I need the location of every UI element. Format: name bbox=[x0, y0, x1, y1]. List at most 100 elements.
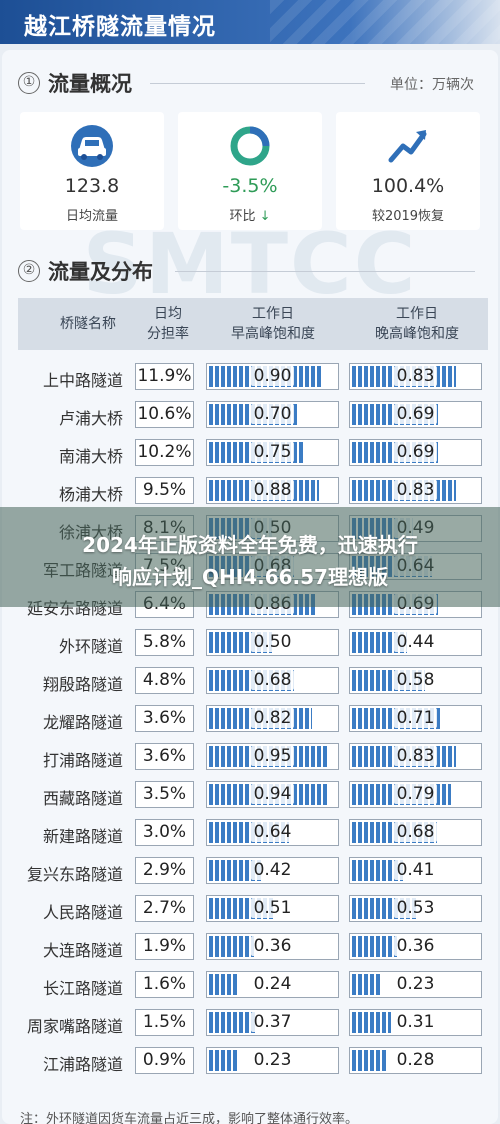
saturation-bar-am: 0.82 bbox=[206, 705, 339, 732]
saturation-value-container: 0.42 bbox=[207, 858, 338, 883]
saturation-bar-pm: 0.83 bbox=[349, 477, 482, 504]
saturation-bar-am: 0.94 bbox=[206, 781, 339, 808]
saturation-bar-fill bbox=[209, 860, 262, 881]
saturation-value: 0.83 bbox=[393, 480, 438, 500]
share-value: 3.6% bbox=[135, 743, 194, 770]
watermark: SMTCC bbox=[82, 215, 418, 313]
header-pm: 工作日 晚高峰饱和度 bbox=[375, 306, 459, 342]
saturation-value: 0.41 bbox=[393, 860, 438, 880]
saturation-bar-fill bbox=[352, 974, 381, 995]
saturation-value-container: 0.37 bbox=[207, 1010, 338, 1035]
saturation-value: 0.68 bbox=[393, 822, 438, 842]
saturation-bar-fill bbox=[209, 1050, 238, 1071]
table-row: 龙耀路隧道 3.6% 0.82 0.71 bbox=[0, 704, 496, 734]
tunnel-name: 打浦路隧道 bbox=[42, 751, 123, 770]
tunnel-name: 南浦大桥 bbox=[58, 447, 123, 466]
saturation-bar-pm: 0.44 bbox=[349, 629, 482, 656]
saturation-bar-pm: 0.31 bbox=[349, 1009, 482, 1036]
stat-value: -3.5% bbox=[222, 175, 278, 197]
saturation-bar-am: 0.24 bbox=[206, 971, 339, 998]
stat-label-text: 环比 bbox=[229, 209, 256, 224]
saturation-bar-am: 0.23 bbox=[206, 1047, 339, 1074]
saturation-value: 0.58 bbox=[393, 670, 438, 690]
saturation-value-container: 0.23 bbox=[207, 1048, 338, 1073]
saturation-bar-pm: 0.71 bbox=[349, 705, 482, 732]
saturation-value-container: 0.94 bbox=[207, 782, 338, 807]
car-icon bbox=[71, 125, 113, 167]
tunnel-name: 人民路隧道 bbox=[42, 903, 123, 922]
saturation-value: 0.36 bbox=[393, 936, 438, 956]
table-row: 外环隧道 5.8% 0.50 0.44 bbox=[0, 628, 496, 658]
page-header: 越江桥隧流量情况 bbox=[0, 0, 500, 44]
saturation-bar-fill bbox=[352, 1012, 391, 1033]
saturation-value-container: 0.68 bbox=[350, 820, 481, 845]
saturation-value: 0.68 bbox=[250, 670, 295, 690]
saturation-value: 0.83 bbox=[393, 746, 438, 766]
stat-card-daily-flow: 123.8 日均流量 bbox=[20, 112, 164, 230]
tunnel-name: 长江路隧道 bbox=[42, 979, 123, 998]
share-value: 2.7% bbox=[135, 895, 194, 922]
share-value: 1.5% bbox=[135, 1009, 194, 1036]
table-row: 西藏路隧道 3.5% 0.94 0.79 bbox=[0, 780, 496, 810]
stat-label: 日均流量 bbox=[65, 209, 118, 224]
saturation-value-container: 0.79 bbox=[350, 782, 481, 807]
saturation-value-container: 0.50 bbox=[207, 630, 338, 655]
saturation-value: 0.31 bbox=[393, 1012, 438, 1032]
saturation-bar-fill bbox=[209, 936, 254, 957]
header-share: 日均 分担率 bbox=[147, 306, 189, 342]
table-row: 周家嘴路隧道 1.5% 0.37 0.31 bbox=[0, 1008, 496, 1038]
saturation-value: 0.36 bbox=[250, 936, 295, 956]
saturation-bar-am: 0.51 bbox=[206, 895, 339, 922]
tunnel-name: 龙耀路隧道 bbox=[42, 713, 123, 732]
saturation-value-container: 0.95 bbox=[207, 744, 338, 769]
saturation-bar-fill bbox=[352, 860, 403, 881]
footnote: 注：外环隧道因货车流量占近三成，影响了整体通行效率。 bbox=[20, 1112, 359, 1124]
saturation-value: 0.37 bbox=[250, 1012, 295, 1032]
saturation-value: 0.50 bbox=[250, 632, 295, 652]
promo-overlay-banner: 2024年正版资料全年免费，迅速执行 响应计划_QHI4.66.57理想版 bbox=[0, 507, 500, 607]
saturation-value-container: 0.83 bbox=[350, 364, 481, 389]
tunnel-name: 大连路隧道 bbox=[42, 941, 123, 960]
saturation-value: 0.70 bbox=[250, 404, 295, 424]
stat-card-recovery: 100.4% 较2019恢复 bbox=[336, 112, 480, 230]
saturation-bar-am: 0.70 bbox=[206, 401, 339, 428]
table-row: 卢浦大桥 10.6% 0.70 0.69 bbox=[0, 400, 496, 430]
saturation-value: 0.75 bbox=[250, 442, 295, 462]
saturation-value: 0.95 bbox=[250, 746, 295, 766]
table-row: 人民路隧道 2.7% 0.51 0.53 bbox=[0, 894, 496, 924]
saturation-value-container: 0.23 bbox=[350, 972, 481, 997]
arrow-down-icon: ↓ bbox=[259, 209, 271, 224]
tunnel-name: 周家嘴路隧道 bbox=[26, 1017, 123, 1036]
section-title-overview: ① 流量概况 bbox=[18, 68, 132, 98]
saturation-bar-pm: 0.83 bbox=[349, 743, 482, 770]
table-row: 翔殷路隧道 4.8% 0.68 0.58 bbox=[0, 666, 496, 696]
share-value: 3.5% bbox=[135, 781, 194, 808]
stat-card-mom: -3.5% 环比 ↓ bbox=[178, 112, 322, 230]
share-value: 1.9% bbox=[135, 933, 194, 960]
saturation-value: 0.83 bbox=[393, 366, 438, 386]
share-value: 3.0% bbox=[135, 819, 194, 846]
saturation-bar-pm: 0.36 bbox=[349, 933, 482, 960]
stat-value: 100.4% bbox=[371, 175, 445, 197]
stat-value: 123.8 bbox=[64, 175, 120, 197]
table-row: 江浦路隧道 0.9% 0.23 0.28 bbox=[0, 1046, 496, 1076]
saturation-bar-pm: 0.69 bbox=[349, 401, 482, 428]
share-value: 10.2% bbox=[135, 439, 194, 466]
saturation-value: 0.94 bbox=[250, 784, 295, 804]
overlay-text: 2024年正版资料全年免费，迅速执行 响应计划_QHI4.66.57理想版 bbox=[0, 529, 500, 593]
section-number: ① bbox=[18, 72, 40, 94]
saturation-value: 0.24 bbox=[250, 974, 295, 994]
table-row: 大连路隧道 1.9% 0.36 0.36 bbox=[0, 932, 496, 962]
saturation-value-container: 0.83 bbox=[350, 744, 481, 769]
share-value: 5.8% bbox=[135, 629, 194, 656]
section-title-text: 流量概况 bbox=[48, 72, 132, 96]
tunnel-name: 外环隧道 bbox=[58, 637, 123, 656]
saturation-bar-pm: 0.58 bbox=[349, 667, 482, 694]
section-divider bbox=[150, 83, 365, 84]
share-value: 3.6% bbox=[135, 705, 194, 732]
saturation-value-container: 0.70 bbox=[207, 402, 338, 427]
tunnel-name: 卢浦大桥 bbox=[58, 409, 123, 428]
share-value: 2.9% bbox=[135, 857, 194, 884]
saturation-value-container: 0.69 bbox=[350, 440, 481, 465]
tunnel-name: 杨浦大桥 bbox=[58, 485, 123, 504]
